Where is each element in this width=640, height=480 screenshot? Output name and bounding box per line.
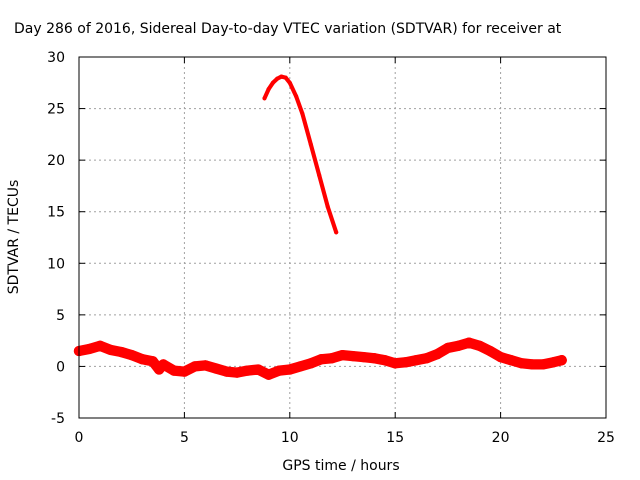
x-tick-label: 20 (492, 430, 510, 446)
y-tick-label: 25 (47, 102, 65, 118)
series-1-point (284, 364, 295, 375)
series-2-point (275, 76, 280, 81)
chart-title: Day 286 of 2016, Sidereal Day-to-day VTE… (14, 21, 562, 37)
series-1-point (347, 350, 359, 362)
series-1-point (400, 357, 411, 368)
series-1-point (537, 359, 548, 370)
series-2-point (283, 75, 288, 80)
series-1-point (432, 348, 443, 360)
series-1-point (358, 351, 369, 363)
series-1-point (516, 358, 527, 369)
series-1-point (495, 351, 506, 363)
series-1-point (210, 363, 222, 374)
series-2-line (262, 74, 339, 235)
series-1-point (474, 340, 485, 351)
series-1-point (263, 369, 274, 380)
series-1-point (168, 365, 180, 376)
series-1-point (505, 355, 517, 366)
x-tick-label: 10 (281, 430, 299, 446)
y-tick-label: 5 (56, 308, 65, 324)
series-1-point (116, 346, 127, 358)
series-2-point (294, 94, 299, 99)
y-tick-label: 30 (47, 50, 65, 66)
plot-frame (78, 56, 607, 419)
y-tick-label: -5 (51, 411, 65, 427)
y-tick-label: 15 (47, 205, 65, 221)
y-tick-label: 10 (47, 256, 65, 272)
x-tick-label: 15 (386, 430, 404, 446)
series-1-point (189, 361, 201, 372)
series-1-point (126, 349, 137, 361)
tick-labels: 0 5 10 15 20 25 -5 0 5 10 15 20 25 30 (47, 50, 615, 446)
series-2-point (334, 230, 339, 235)
series-1-point (379, 355, 390, 366)
series-1-point (253, 364, 264, 375)
series-1-point (274, 365, 285, 376)
series-1-point (484, 345, 496, 357)
series-1-point (368, 353, 380, 364)
series-1-point (221, 366, 232, 377)
series-1-point (316, 354, 327, 365)
series-1-point (463, 337, 475, 348)
series-1-point (442, 342, 454, 354)
series-2-point (308, 142, 313, 147)
series-1-point (231, 367, 243, 378)
x-tick-label: 5 (180, 430, 189, 446)
series-1-point (527, 359, 538, 370)
series-1-point (179, 366, 190, 377)
series-1-point (305, 358, 317, 369)
series-1-point (337, 349, 348, 361)
x-tick-label: 25 (597, 430, 615, 446)
series-1-point (453, 340, 464, 351)
series-1-point (556, 355, 567, 366)
series-1-point (421, 353, 432, 364)
series-1-point (326, 353, 338, 364)
series-2-point (325, 204, 330, 209)
series-1-point (295, 361, 306, 372)
series-1-point (84, 343, 95, 355)
y-axis-label: SDTVAR / TECUs (6, 180, 22, 295)
series-1-point (200, 360, 211, 371)
series-2-point (317, 173, 322, 178)
series-1-point (137, 354, 148, 365)
series-1-point (548, 357, 559, 368)
series-1-point (390, 358, 401, 369)
y-tick-label: 0 (56, 359, 65, 375)
x-axis-label: GPS time / hours (282, 458, 399, 474)
series-1-point (94, 340, 106, 351)
series-2-point (266, 86, 271, 92)
series-2-point (287, 80, 292, 85)
series-1-point (158, 359, 169, 370)
axis-ticks (78, 56, 607, 419)
series-1-point (411, 355, 422, 366)
series-1-point (242, 365, 253, 376)
series-1-point (147, 356, 158, 367)
series-1-point (105, 344, 116, 356)
series-2-point (270, 80, 275, 85)
series-2-point (279, 74, 284, 79)
y-tick-label: 20 (47, 153, 65, 169)
data-series (73, 74, 567, 380)
x-tick-label: 0 (75, 430, 84, 446)
series-2-point (300, 111, 305, 116)
series-2-point (262, 96, 267, 101)
